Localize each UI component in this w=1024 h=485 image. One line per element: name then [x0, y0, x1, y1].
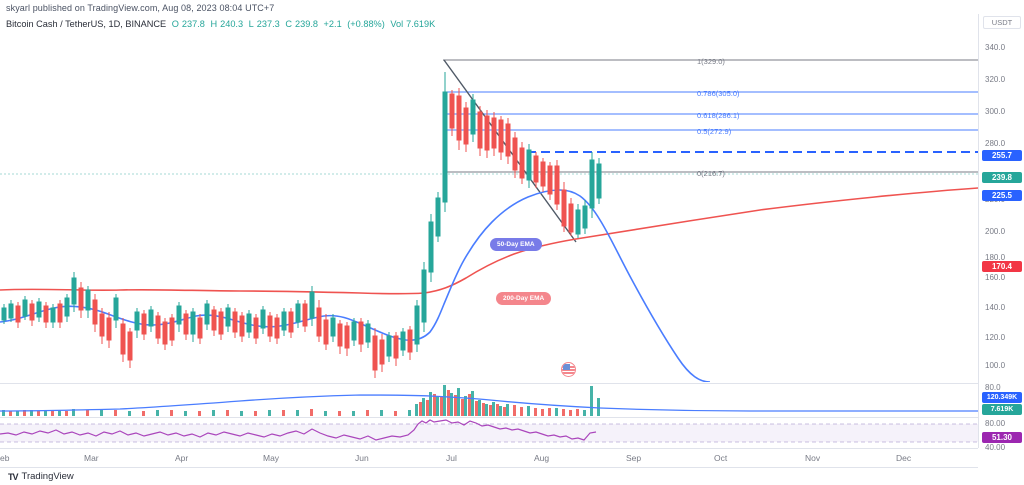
month-label-mar: Mar: [84, 453, 99, 463]
high-label: H: [210, 19, 218, 29]
resistance-price-badge[interactable]: 255.7: [982, 150, 1022, 161]
tradingview-logo-text: TradingView: [21, 471, 74, 482]
change-percent: (+0.88%): [347, 19, 385, 29]
time-axis[interactable]: eb Mar Apr May Jun Jul Aug Sep Oct Nov D…: [0, 448, 978, 468]
month-label-jun: Jun: [355, 453, 369, 463]
candlestick-series: [1, 72, 602, 378]
ema50-callout: 50-Day EMA: [490, 238, 542, 251]
low-value: 237.3: [256, 19, 280, 29]
publisher-line: skyarl published on TradingView.com, Aug…: [6, 3, 275, 13]
rsi-value-badge[interactable]: 51.30: [982, 432, 1022, 443]
low-label: L: [248, 19, 254, 29]
price-tick-320: 320.0: [985, 75, 1006, 84]
month-label-jul: Jul: [446, 453, 457, 463]
volume-ma-badge[interactable]: 120.349K: [982, 392, 1022, 403]
fib-label-0618: 0.618(286.1): [697, 111, 740, 120]
open-label: O: [171, 19, 179, 29]
month-label-oct: Oct: [714, 453, 728, 463]
volume-value-badge[interactable]: 7.619K: [982, 404, 1022, 415]
ema200-line: [0, 187, 978, 295]
volume-value: 7.619K: [406, 19, 436, 29]
price-axis[interactable]: USDT 340.0 320.0 300.0 280.0 260.0 220.0…: [978, 14, 1024, 452]
rsi-chart-svg: [0, 419, 978, 443]
rsi-pane-divider: [0, 417, 978, 418]
price-tick-80: 80.0: [985, 383, 1001, 392]
fib-label-05: 0.5(272.9): [697, 127, 732, 136]
rsi-line: [0, 419, 597, 441]
volume-pane-divider: [0, 383, 978, 384]
month-label-aug: Aug: [534, 453, 550, 463]
fib-label-1: 1(329.0): [697, 57, 725, 66]
fib-label-0786: 0.786(305.0): [697, 89, 740, 98]
price-pane[interactable]: 1(329.0) 0.786(305.0) 0.618(286.1) 0.5(2…: [0, 32, 978, 382]
volume-label: Vol: [390, 19, 404, 29]
close-value: 239.8: [294, 19, 318, 29]
support-price-badge[interactable]: 225.5: [982, 190, 1022, 201]
volume-ma-line: [0, 394, 978, 412]
price-tick-280: 280.0: [985, 139, 1006, 148]
price-tick-340: 340.0: [985, 43, 1006, 52]
month-label-dec: Dec: [896, 453, 912, 463]
symbol-info-line: Bitcoin Cash / TetherUS, 1D, BINANCE O 23…: [6, 19, 438, 29]
price-chart-svg: [0, 59, 978, 382]
price-tick-140: 140.0: [985, 303, 1006, 312]
price-tick-300: 300.0: [985, 107, 1006, 116]
rsi-band: [0, 424, 978, 442]
price-tick-180: 180.0: [985, 253, 1006, 262]
volume-chart-svg: [0, 385, 978, 416]
change-value: +2.1: [323, 19, 342, 29]
symbol-title[interactable]: Bitcoin Cash / TetherUS, 1D, BINANCE: [6, 19, 167, 29]
rsi-tick-lower: 40.00: [985, 443, 1006, 452]
footer: TV TradingView: [0, 468, 1024, 485]
rsi-tick-upper: 80.00: [985, 419, 1006, 428]
rsi-pane[interactable]: [0, 418, 978, 448]
price-axis-unit: USDT: [983, 16, 1021, 29]
volume-bars: [2, 385, 600, 416]
ema50-line: [0, 189, 711, 382]
fib-label-0: 0(216.7): [697, 169, 725, 178]
open-value: 237.8: [181, 19, 205, 29]
ema200-callout: 200-Day EMA: [496, 292, 552, 305]
price-tick-120: 120.0: [985, 333, 1006, 342]
price-tick-100: 100.0: [985, 361, 1006, 370]
tradingview-logo[interactable]: TV TradingView: [8, 471, 74, 482]
economic-event-marker[interactable]: [561, 362, 576, 377]
price-tick-160: 160.0: [985, 273, 1006, 282]
last-price-badge[interactable]: 239.8: [982, 172, 1022, 183]
price-tick-200: 200.0: [985, 227, 1006, 236]
month-label-may: May: [263, 453, 280, 463]
volume-pane[interactable]: [0, 384, 978, 416]
tradingview-logo-icon: TV: [8, 471, 18, 482]
month-label-apr: Apr: [175, 453, 189, 463]
close-label: C: [285, 19, 292, 29]
ema200-price-badge[interactable]: 170.4: [982, 261, 1022, 272]
high-value: 240.3: [220, 19, 244, 29]
month-label-feb: eb: [0, 453, 10, 463]
month-label-nov: Nov: [805, 453, 821, 463]
month-label-sep: Sep: [626, 453, 642, 463]
